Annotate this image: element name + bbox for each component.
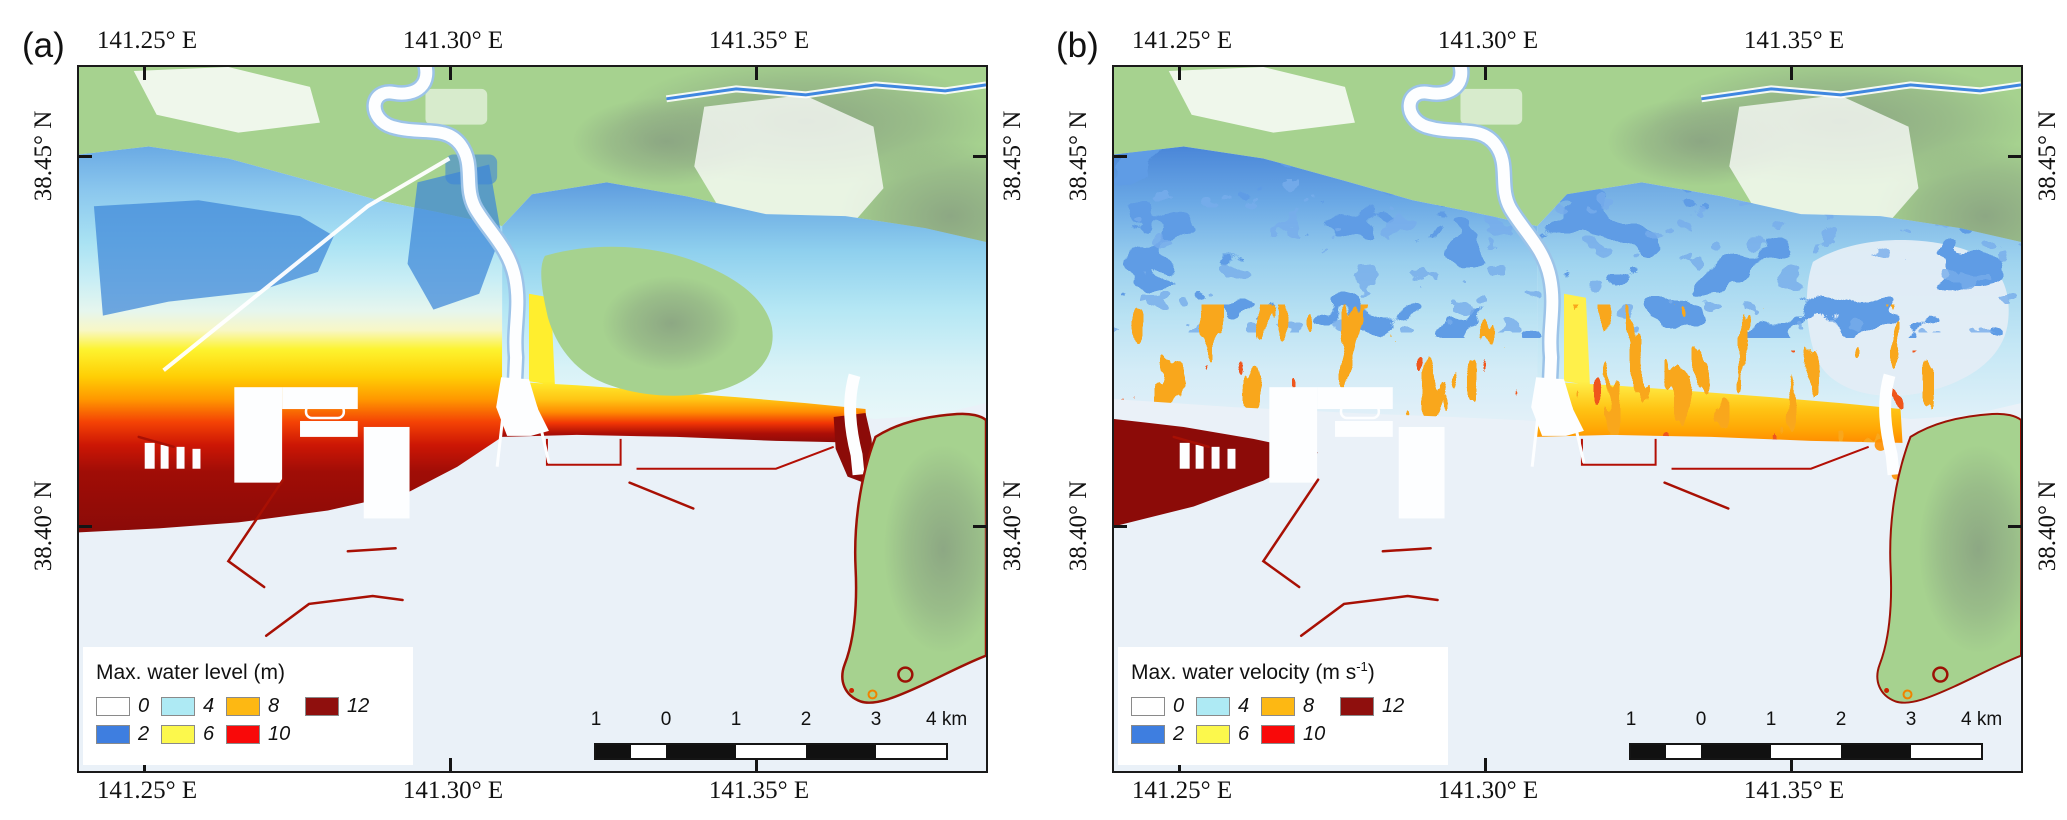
scalebar-labels: 1 0 1 2 3 4 km xyxy=(1625,709,2003,730)
tick xyxy=(79,155,92,158)
tick xyxy=(1484,67,1487,80)
legend-swatch xyxy=(1261,724,1295,744)
legend-title: Max. water velocity (m s-1) xyxy=(1131,659,1375,684)
axis-label-left: 38.45° N xyxy=(30,110,57,202)
tick xyxy=(449,758,452,771)
axis-label-bottom: 141.25° E xyxy=(1131,777,1233,804)
axis-label-bottom: 141.30° E xyxy=(402,777,504,804)
tick xyxy=(973,525,986,528)
axis-label-left: 38.45° N xyxy=(1065,110,1092,202)
scalebar-labels: 1 0 1 2 3 4 km xyxy=(590,709,968,730)
axis-label-top: 141.30° E xyxy=(1437,27,1539,54)
scalebar-bar xyxy=(1629,743,1983,760)
map-a-water-level: Max. water level (m) 0 4 8 12 2 6 10 1 0 xyxy=(77,65,988,773)
panel-a: (a) 141.25° E 141.30° E 141.35° E 141.25… xyxy=(0,0,1033,820)
axis-label-left: 38.40° N xyxy=(30,480,57,572)
axis-label-bottom: 141.30° E xyxy=(1437,777,1539,804)
axis-label-bottom: 141.35° E xyxy=(708,777,810,804)
tick xyxy=(2008,155,2021,158)
axis-label-top: 141.25° E xyxy=(1131,27,1233,54)
legend-swatch xyxy=(1340,696,1374,716)
legend-swatch xyxy=(161,696,195,716)
tick xyxy=(973,155,986,158)
legend-row: 2 6 10 xyxy=(1131,723,1448,745)
legend-swatch xyxy=(305,696,339,716)
axis-label-top: 141.35° E xyxy=(1743,27,1845,54)
axis-label-right: 38.45° N xyxy=(2034,110,2061,202)
legend-swatch xyxy=(1196,696,1230,716)
tick xyxy=(1484,758,1487,771)
axis-label-bottom: 141.35° E xyxy=(1743,777,1845,804)
legend-row: 0 4 8 12 xyxy=(96,695,413,717)
panel-a-letter: (a) xyxy=(22,26,65,65)
tick xyxy=(1790,67,1793,80)
legend-row: 2 6 10 xyxy=(96,723,413,745)
axis-label-left: 38.40° N xyxy=(1065,480,1092,572)
map-b-canvas xyxy=(1114,67,2021,771)
tick xyxy=(1178,67,1181,80)
tick xyxy=(2008,525,2021,528)
legend-swatch xyxy=(161,724,195,744)
map-a-canvas xyxy=(79,67,986,771)
axis-label-right: 38.40° N xyxy=(2034,480,2061,572)
legend-water-level: Max. water level (m) 0 4 8 12 2 6 10 xyxy=(83,647,413,765)
legend-swatch xyxy=(1196,724,1230,744)
tick xyxy=(1114,525,1127,528)
panel-b-letter: (b) xyxy=(1056,26,1099,65)
tick xyxy=(755,758,758,771)
axis-label-bottom: 141.25° E xyxy=(96,777,198,804)
map-b-water-velocity: Max. water velocity (m s-1) 0 4 8 12 2 6… xyxy=(1112,65,2023,773)
legend-swatch xyxy=(1131,724,1165,744)
tick xyxy=(1790,758,1793,771)
tick xyxy=(449,67,452,80)
legend-swatch xyxy=(1261,696,1295,716)
legend-swatch xyxy=(96,696,130,716)
tick xyxy=(755,67,758,80)
legend-swatch xyxy=(226,724,260,744)
tick xyxy=(143,67,146,80)
legend-water-velocity: Max. water velocity (m s-1) 0 4 8 12 2 6… xyxy=(1118,647,1448,765)
axis-label-top: 141.30° E xyxy=(402,27,504,54)
scalebar-bar xyxy=(594,743,948,760)
legend-swatch xyxy=(96,724,130,744)
panel-b: (b) 141.25° E 141.30° E 141.35° E 141.25… xyxy=(1034,0,2067,820)
tick xyxy=(1114,155,1127,158)
scalebar: 1 0 1 2 3 4 km xyxy=(576,709,996,760)
axis-label-right: 38.45° N xyxy=(999,110,1026,202)
scalebar: 1 0 1 2 3 4 km xyxy=(1611,709,2031,760)
legend-swatch xyxy=(226,696,260,716)
legend-swatch xyxy=(1131,696,1165,716)
axis-label-right: 38.40° N xyxy=(999,480,1026,572)
axis-label-top: 141.35° E xyxy=(708,27,810,54)
legend-title: Max. water level (m) xyxy=(96,661,286,684)
axis-label-top: 141.25° E xyxy=(96,27,198,54)
tick xyxy=(79,525,92,528)
legend-row: 0 4 8 12 xyxy=(1131,695,1448,717)
